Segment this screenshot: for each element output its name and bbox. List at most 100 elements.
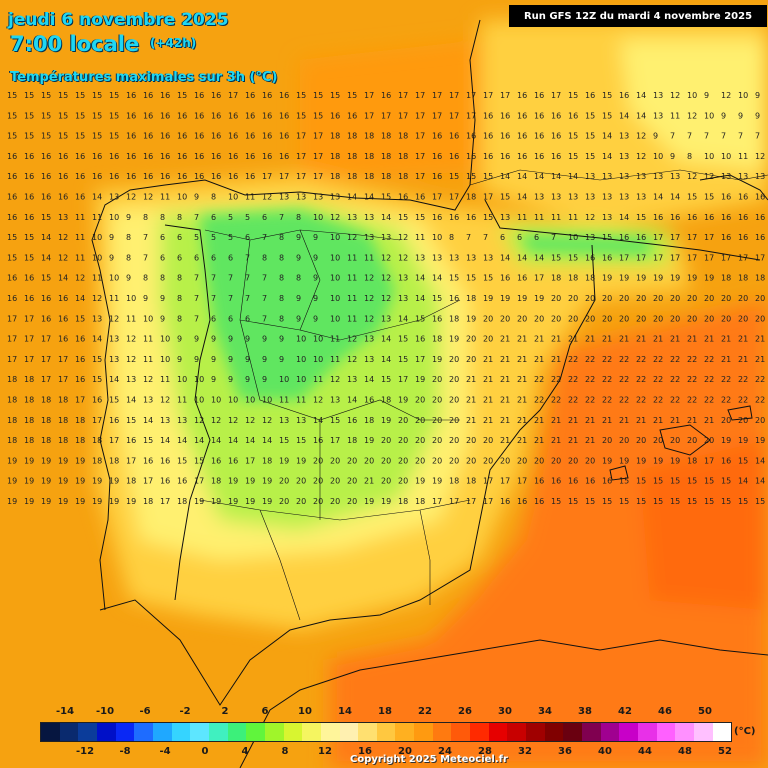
temperature-value: 14 xyxy=(194,436,204,445)
temperature-value: 16 xyxy=(721,233,731,242)
temperature-value: 8 xyxy=(143,274,148,283)
temperature-value: 20 xyxy=(602,314,612,323)
temperature-value: 16 xyxy=(517,274,527,283)
temperature-value: 16 xyxy=(670,213,680,222)
temperature-value: 21 xyxy=(602,335,612,344)
temperature-value: 5 xyxy=(194,233,199,242)
temperature-value: 22 xyxy=(704,375,714,384)
temperature-value: 19 xyxy=(483,294,493,303)
temperature-value: 15 xyxy=(585,497,595,506)
temperature-value: 20 xyxy=(636,436,646,445)
legend-label-lower: 12 xyxy=(318,746,332,757)
legend-swatch xyxy=(78,723,97,741)
temperature-value: 19 xyxy=(687,274,697,283)
temperature-value: 9 xyxy=(211,375,216,384)
legend-swatch xyxy=(414,723,433,741)
temperature-value: 16 xyxy=(58,193,68,202)
temperature-value: 15 xyxy=(109,111,119,120)
legend-label-upper: -2 xyxy=(179,706,191,717)
temperature-value: 15 xyxy=(330,416,340,425)
temperature-value: 11 xyxy=(143,335,153,344)
temperature-value: 16 xyxy=(449,132,459,141)
temperature-value: 11 xyxy=(347,253,357,262)
temperature-value: 7 xyxy=(755,132,760,141)
temperature-value: 14 xyxy=(432,274,442,283)
temperature-value: 9 xyxy=(126,274,131,283)
temperature-value: 10 xyxy=(432,233,442,242)
temperature-value: 19 xyxy=(653,456,663,465)
temperature-value: 16 xyxy=(24,274,34,283)
temperature-value: 16 xyxy=(109,416,119,425)
temperature-value: 21 xyxy=(466,416,476,425)
temperature-value: 17 xyxy=(534,274,544,283)
temperature-value: 17 xyxy=(704,253,714,262)
temperature-value: 14 xyxy=(364,375,374,384)
temperature-value: 21 xyxy=(483,375,493,384)
temperature-value: 10 xyxy=(330,253,340,262)
temperature-value: 18 xyxy=(398,132,408,141)
temperature-value: 16 xyxy=(245,152,255,161)
temperature-value: 17 xyxy=(296,132,306,141)
legend-label-upper: -10 xyxy=(95,706,115,717)
temperature-value: 19 xyxy=(245,477,255,486)
temperature-value: 20 xyxy=(415,456,425,465)
temperature-value: 18 xyxy=(92,436,102,445)
legend-swatch xyxy=(358,723,377,741)
temperature-value: 17 xyxy=(551,91,561,100)
temperature-value: 16 xyxy=(7,294,17,303)
temperature-value: 20 xyxy=(551,294,561,303)
temperature-value: 20 xyxy=(483,335,493,344)
temperature-value: 16 xyxy=(211,91,221,100)
temperature-value: 13 xyxy=(160,416,170,425)
temperature-value: 19 xyxy=(381,497,391,506)
temperature-value: 7 xyxy=(262,274,267,283)
temperature-value: 16 xyxy=(279,132,289,141)
temperature-value: 12 xyxy=(262,193,272,202)
temperature-value: 10 xyxy=(330,274,340,283)
temperature-value: 6 xyxy=(177,253,182,262)
temperature-value: 15 xyxy=(738,497,748,506)
temperature-value: 11 xyxy=(177,396,187,405)
temperature-value: 15 xyxy=(449,172,459,181)
legend-swatch xyxy=(320,723,340,741)
temperature-value: 6 xyxy=(177,233,182,242)
temperature-value: 19 xyxy=(211,497,221,506)
temperature-value: 21 xyxy=(602,416,612,425)
temperature-value: 21 xyxy=(687,416,697,425)
temperature-value: 15 xyxy=(398,355,408,364)
legend-swatch xyxy=(264,723,284,741)
temperature-value: 17 xyxy=(687,233,697,242)
legend-swatch xyxy=(563,723,583,741)
temperature-value: 13 xyxy=(364,355,374,364)
temperature-value: 15 xyxy=(619,477,629,486)
temperature-value: 15 xyxy=(7,111,17,120)
temperature-value: 14 xyxy=(551,172,561,181)
legend-label-lower: -8 xyxy=(119,746,131,757)
temperature-value: 22 xyxy=(534,375,544,384)
temperature-value: 16 xyxy=(7,274,17,283)
temperature-value: 19 xyxy=(704,274,714,283)
temperature-value: 12 xyxy=(143,193,153,202)
temperature-value: 6 xyxy=(262,213,267,222)
temperature-value: 7 xyxy=(194,213,199,222)
temperature-value: 16 xyxy=(211,456,221,465)
temperature-value: 14 xyxy=(500,172,510,181)
temperature-value: 21 xyxy=(551,436,561,445)
temperature-value: 17 xyxy=(381,111,391,120)
temperature-value: 19 xyxy=(500,294,510,303)
temperature-value: 20 xyxy=(568,456,578,465)
temperature-value: 7 xyxy=(262,233,267,242)
temperature-value: 13 xyxy=(432,253,442,262)
temperature-value: 20 xyxy=(398,436,408,445)
temperature-value: 14 xyxy=(398,314,408,323)
temperature-value: 22 xyxy=(687,355,697,364)
temperature-value: 13 xyxy=(330,396,340,405)
temperature-value: 16 xyxy=(415,335,425,344)
temperature-value: 11 xyxy=(364,253,374,262)
hot-sea-core xyxy=(640,440,768,610)
temperature-value: 12 xyxy=(381,274,391,283)
hot-sea-zone xyxy=(330,300,768,768)
legend-swatch xyxy=(283,723,303,741)
temperature-value: 20 xyxy=(568,314,578,323)
temperature-value: 13 xyxy=(670,172,680,181)
